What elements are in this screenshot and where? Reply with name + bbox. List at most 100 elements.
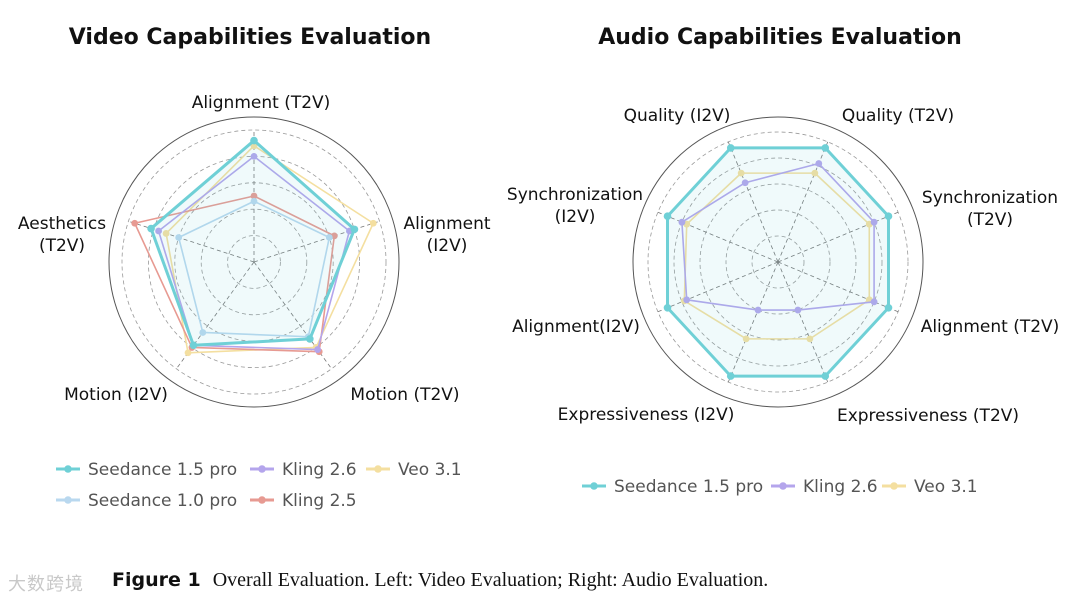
data-point-veo-3-1-quality-i2v xyxy=(737,169,745,177)
data-point-veo-3-1-expressiveness-i2v xyxy=(742,335,750,343)
data-point-seedance-1-0-pro-aesthetics-t2v xyxy=(175,234,183,241)
data-point-seedance-1-5-pro-synchronization-i2v xyxy=(663,212,672,221)
video-legend: Seedance 1.5 pro Kling 2.6 Veo 3.1 Seedance… xyxy=(56,460,462,511)
legend-swatch-dot xyxy=(374,465,382,473)
figure-caption: Figure 1 Overall Evaluation. Left: Video … xyxy=(112,569,768,592)
data-point-kling-2-6-alignment-t2v xyxy=(870,298,878,306)
data-point-seedance-1-0-pro-alignment-i2v xyxy=(325,234,333,241)
legend-swatch-dot xyxy=(779,482,787,490)
legend-label: Seedance 1.0 pro xyxy=(88,491,237,511)
axis-label-line: Expressiveness (I2V) xyxy=(558,405,735,425)
data-point-kling-2-5-alignment-t2v xyxy=(250,192,258,200)
radar-spoke xyxy=(777,261,899,313)
data-point-seedance-1-5-pro-alignment-t2v xyxy=(250,136,258,145)
axis-label-line: (T2V) xyxy=(967,210,1013,230)
legend-label: Kling 2.6 xyxy=(282,460,357,480)
radar-spoke xyxy=(176,261,255,370)
axis-label-motion-i2v: Motion (I2V) xyxy=(64,385,168,405)
radar-grid-ring xyxy=(647,131,909,393)
data-point-seedance-1-5-pro-expressiveness-t2v xyxy=(821,372,830,380)
legend-item-veo-3-1: Veo 3.1 xyxy=(882,477,978,497)
axis-label-line: Synchronization xyxy=(507,185,643,205)
data-point-veo-3-1-alignment-t2v xyxy=(250,142,258,150)
data-point-seedance-1-5-pro-motion-i2v xyxy=(189,341,198,350)
radar-grid-ring xyxy=(699,183,857,341)
data-point-seedance-1-5-pro-quality-t2v xyxy=(821,144,830,152)
legend-swatch-dot xyxy=(258,496,266,504)
axis-label-synchronization-t2v: Synchronization (T2V) xyxy=(922,188,1058,230)
radar-grid-ring xyxy=(673,157,883,367)
axis-label-quality-i2v: Quality (I2V) xyxy=(624,106,731,126)
radar-outer-circle xyxy=(632,116,924,408)
legend-label: Kling 2.5 xyxy=(282,491,357,511)
axis-label-line: Quality (T2V) xyxy=(842,106,954,126)
legend-item-seedance-1-5-pro: Seedance 1.5 pro xyxy=(56,460,237,480)
video-radar-chart: Alignment (T2V) Alignment (I2V) Motion (T2V… xyxy=(18,93,491,408)
axis-label-expressiveness-i2v: Expressiveness (I2V) xyxy=(558,405,735,425)
radar-spoke xyxy=(777,211,899,263)
legend-item-seedance-1-5-pro: Seedance 1.5 pro xyxy=(582,477,763,497)
legend-swatch-dot xyxy=(590,482,598,490)
data-point-seedance-1-5-pro-synchronization-t2v xyxy=(884,212,893,221)
watermark: 大数跨境 xyxy=(8,574,84,595)
axis-label-line: Quality (I2V) xyxy=(624,106,731,126)
data-point-seedance-1-5-pro-aesthetics-t2v xyxy=(147,224,155,233)
data-point-seedance-1-5-pro-quality-i2v xyxy=(726,144,735,152)
data-point-veo-3-1-expressiveness-t2v xyxy=(806,335,814,343)
data-point-seedance-1-5-pro-motion-t2v xyxy=(306,335,314,343)
radar-spoke xyxy=(657,211,779,263)
legend-label: Veo 3.1 xyxy=(398,460,462,480)
data-point-kling-2-5-aesthetics-t2v xyxy=(131,219,139,227)
radar-grid-ring xyxy=(121,129,387,395)
radar-outer-circle xyxy=(108,116,400,408)
audio-legend: Seedance 1.5 pro Kling 2.6 Veo 3.1 xyxy=(582,477,978,497)
video-chart-title: Video Capabilities Evaluation xyxy=(69,25,431,50)
legend-swatch-dot xyxy=(890,482,898,490)
radar-spoke xyxy=(727,141,779,263)
axis-label-line: Synchronization xyxy=(922,188,1058,208)
data-point-kling-2-6-quality-t2v xyxy=(815,160,823,167)
legend-label: Seedance 1.5 pro xyxy=(614,477,763,497)
axis-label-aesthetics-t2v: Aesthetics (T2V) xyxy=(18,214,106,256)
data-point-seedance-1-5-pro-expressiveness-i2v xyxy=(726,372,735,380)
data-point-veo-3-1-alignment-i2v xyxy=(369,219,377,227)
legend-item-veo-3-1: Veo 3.1 xyxy=(366,460,462,480)
radar-grid-ring xyxy=(227,235,281,289)
data-point-kling-2-6-expressiveness-t2v xyxy=(794,306,802,314)
data-point-kling-2-6-aesthetics-t2v xyxy=(155,227,162,235)
radar-grid-ring xyxy=(751,235,805,289)
axis-label-alignment-i2v: Alignment(I2V) xyxy=(403,214,490,256)
axis-label-synchronization-i2v: Synchronization (I2V) xyxy=(507,185,643,227)
series-line-seedance-1-0-pro xyxy=(177,200,331,338)
axis-label-line: Expressiveness (T2V) xyxy=(837,406,1019,426)
series-line-kling-2-5 xyxy=(133,195,336,353)
radar-spoke xyxy=(128,220,255,263)
series-line-seedance-1-5-pro xyxy=(666,146,890,378)
axis-label-quality-t2v: Quality (T2V) xyxy=(842,106,954,126)
axis-label-line: Alignment xyxy=(403,214,490,234)
caption-label: Figure 1 xyxy=(112,569,201,591)
legend-swatch-dot xyxy=(64,496,72,504)
axis-label-line: (T2V) xyxy=(39,236,85,256)
data-point-kling-2-6-alignment-i2v xyxy=(683,296,691,304)
legend-label: Seedance 1.5 pro xyxy=(88,460,237,480)
data-point-kling-2-6-quality-i2v xyxy=(741,179,749,187)
series-line-kling-2-6 xyxy=(157,155,351,351)
data-point-seedance-1-0-pro-alignment-t2v xyxy=(250,197,258,205)
legend-item-kling-2-5: Kling 2.5 xyxy=(250,491,357,511)
axis-label-line: Motion (T2V) xyxy=(350,385,459,405)
axis-label-line: Motion (I2V) xyxy=(64,385,168,405)
data-point-kling-2-6-alignment-t2v xyxy=(250,153,258,160)
axis-label-line: Alignment (T2V) xyxy=(921,317,1060,337)
axis-label-line: Alignment (T2V) xyxy=(192,93,331,113)
legend-swatch-dot xyxy=(258,465,266,473)
audio-radar-chart: Quality (T2V)Synchronization (T2V)Alignme… xyxy=(507,106,1059,426)
axis-label-line: (I2V) xyxy=(555,207,596,227)
audio-chart-title: Audio Capabilities Evaluation xyxy=(598,25,962,50)
data-point-seedance-1-5-pro-alignment-i2v xyxy=(350,225,359,234)
legend-label: Kling 2.6 xyxy=(803,477,878,497)
data-point-veo-3-1-quality-t2v xyxy=(811,169,819,177)
axis-label-line: (I2V) xyxy=(427,236,468,256)
data-point-kling-2-6-synchronization-t2v xyxy=(870,218,878,226)
